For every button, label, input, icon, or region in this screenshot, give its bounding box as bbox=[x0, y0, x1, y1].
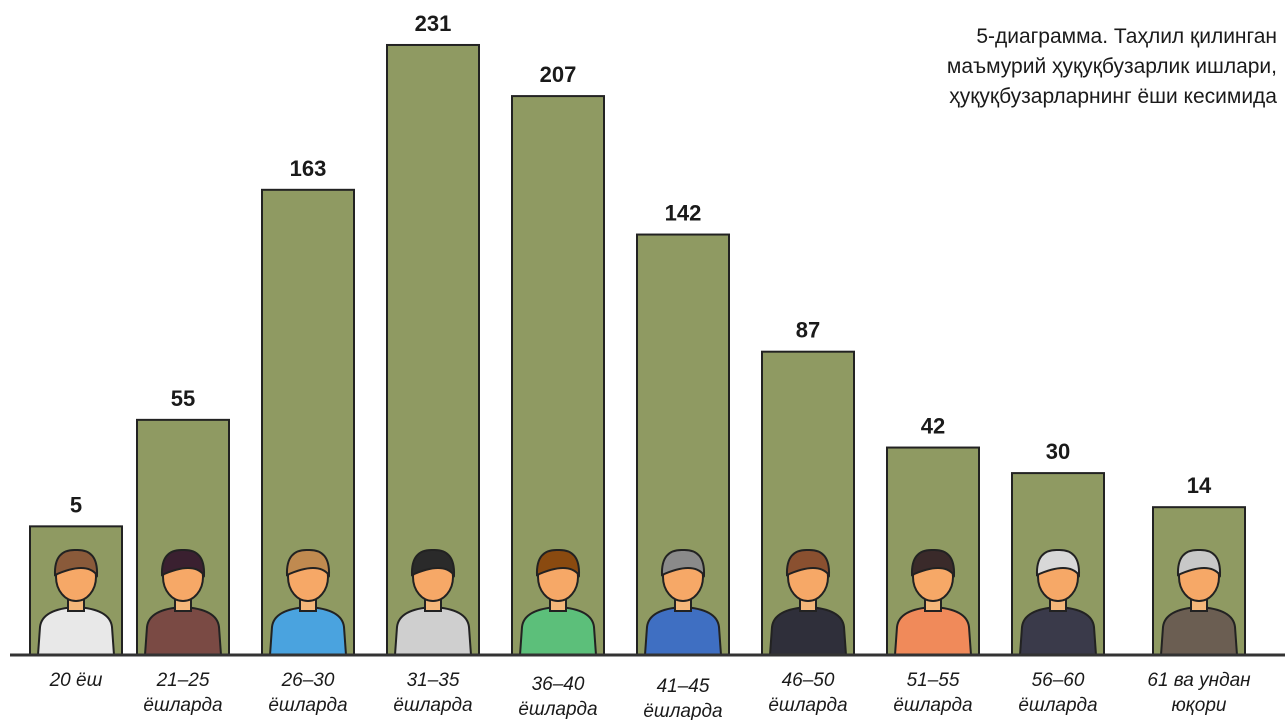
value-label: 87 bbox=[796, 318, 820, 343]
x-tick-label: 26–30 ёшларда bbox=[268, 670, 348, 716]
person-icon bbox=[643, 548, 723, 656]
x-tick-label: 20 ёш bbox=[49, 670, 103, 691]
value-label: 142 bbox=[665, 201, 702, 226]
icon-hair bbox=[660, 548, 706, 578]
person-icon bbox=[393, 548, 473, 656]
x-tick-label: 21–25 ёшларда bbox=[143, 670, 223, 716]
x-tick-label: 51–55 ёшларда bbox=[893, 670, 973, 716]
person-icon bbox=[268, 548, 348, 656]
value-label: 231 bbox=[415, 11, 452, 36]
chart-title: 5-диаграмма. Таҳлил қилинган маъмурий ҳу… bbox=[946, 25, 1277, 108]
person-icon bbox=[36, 548, 116, 656]
person-icon bbox=[518, 548, 598, 656]
value-label: 207 bbox=[540, 62, 577, 87]
person-icon bbox=[768, 548, 848, 656]
icon-hair bbox=[285, 548, 331, 578]
x-tick-label: 36–40 ёшларда bbox=[518, 674, 598, 720]
icon-body bbox=[143, 605, 223, 656]
icon-body bbox=[36, 605, 116, 656]
person-icon bbox=[1159, 548, 1239, 656]
value-label: 163 bbox=[290, 156, 327, 181]
value-label: 30 bbox=[1046, 439, 1070, 464]
x-tick-label: 41–45 ёшларда bbox=[643, 676, 723, 720]
icon-body bbox=[393, 605, 473, 656]
icon-body bbox=[1018, 605, 1098, 656]
person-icon bbox=[1018, 548, 1098, 656]
value-label: 42 bbox=[921, 414, 945, 439]
icon-hair bbox=[1035, 548, 1081, 578]
value-label: 55 bbox=[171, 386, 195, 411]
icon-body bbox=[1159, 605, 1239, 656]
x-tick-label: 46–50 ёшларда bbox=[768, 670, 848, 716]
icon-body bbox=[518, 605, 598, 656]
icon-hair bbox=[160, 548, 206, 578]
icon-body bbox=[643, 605, 723, 656]
value-label: 14 bbox=[1187, 473, 1212, 498]
icon-hair bbox=[785, 548, 831, 578]
icon-hair bbox=[535, 548, 581, 578]
icon-body bbox=[893, 605, 973, 656]
icon-hair bbox=[910, 548, 956, 578]
x-tick-label: 61 ва ундан юқори bbox=[1147, 670, 1251, 716]
person-icon bbox=[143, 548, 223, 656]
icon-hair bbox=[410, 548, 456, 578]
x-tick-label: 31–35 ёшларда bbox=[393, 670, 473, 716]
icon-body bbox=[768, 605, 848, 656]
value-label: 5 bbox=[70, 492, 82, 517]
person-icon bbox=[893, 548, 973, 656]
icon-body bbox=[268, 605, 348, 656]
icon-hair bbox=[1176, 548, 1222, 578]
x-tick-label: 56–60 ёшларда bbox=[1018, 670, 1098, 716]
icon-hair bbox=[53, 548, 99, 578]
